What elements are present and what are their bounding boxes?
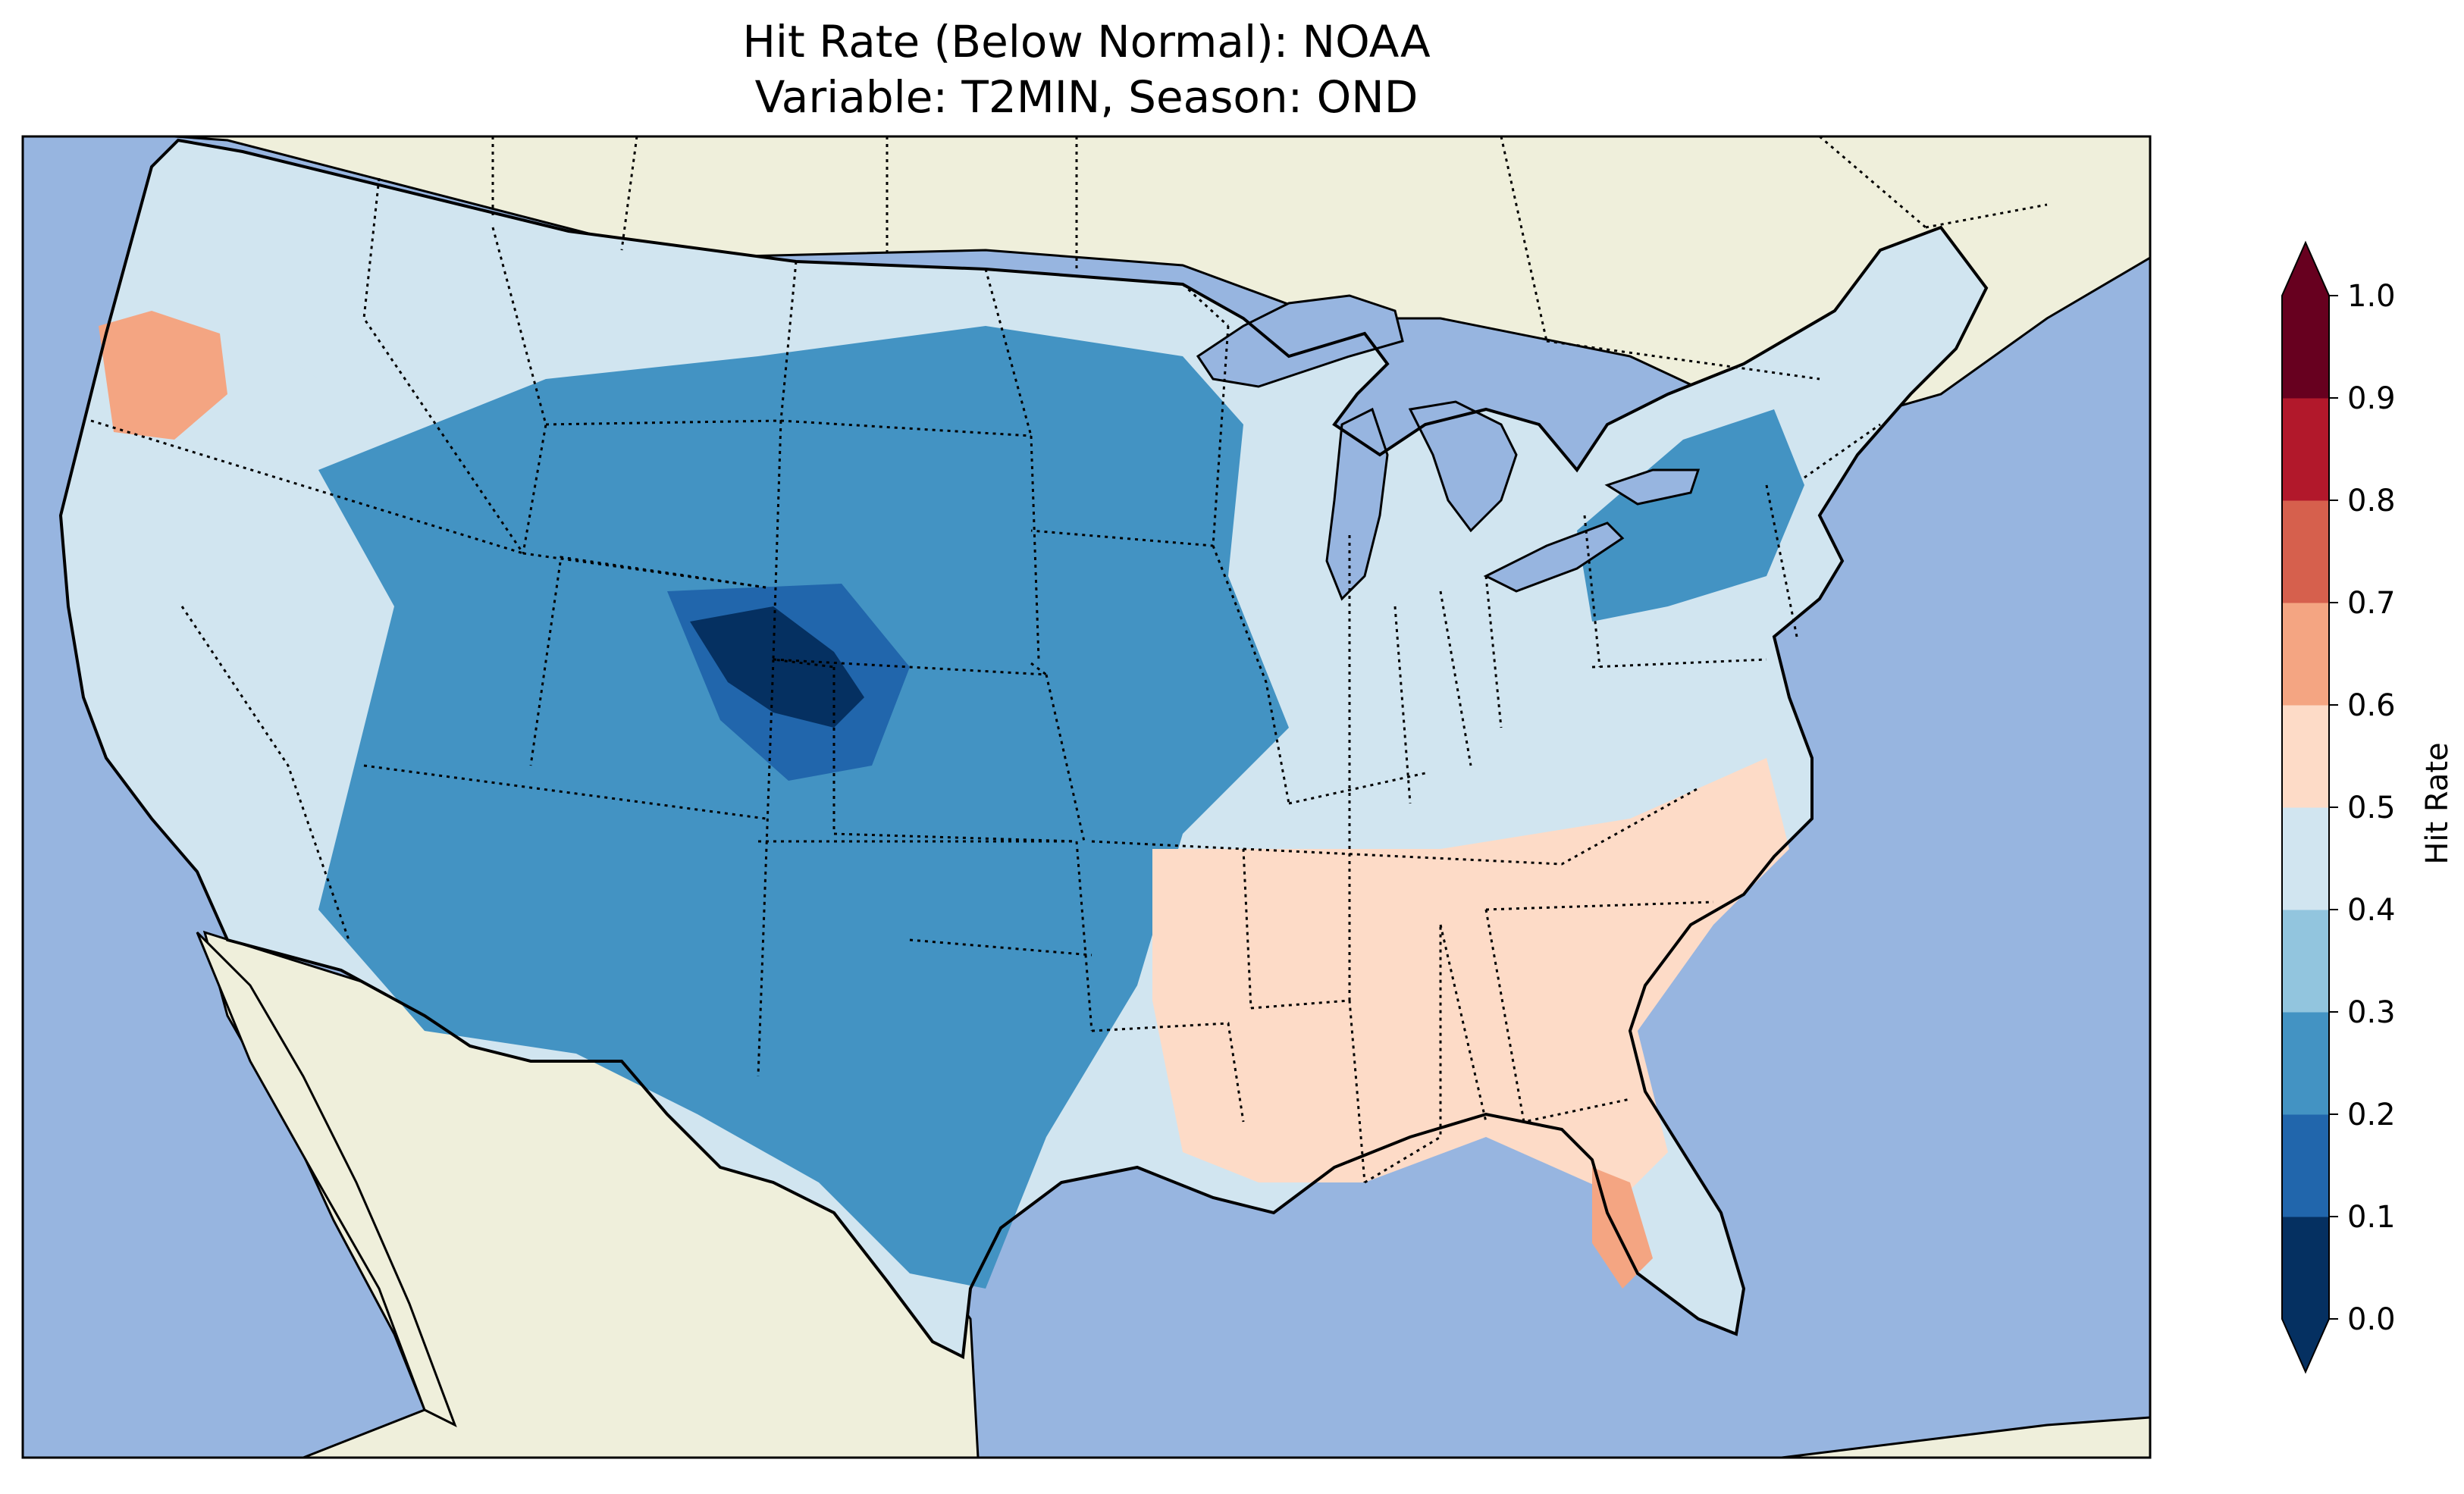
province-boundaries — [491, 136, 2048, 381]
colorbar-segment — [2282, 500, 2329, 603]
colorbar-segment — [2282, 296, 2329, 399]
title-line-1: Hit Rate (Below Normal): NOAA — [742, 16, 1431, 67]
lake-michigan — [1325, 407, 1389, 601]
canada-land — [174, 136, 2150, 426]
colorbar-tick-label: 0.8 — [2347, 484, 2396, 518]
colorbar-tick-label: 0.4 — [2347, 893, 2396, 928]
lake-erie — [1483, 521, 1625, 593]
anomaly-region-west-coast-light — [83, 318, 356, 910]
map-panel — [23, 136, 2150, 1458]
colorbar-segment — [2282, 603, 2329, 706]
colorbar-extend-max — [2282, 243, 2329, 296]
colorbar-tick-label: 0.2 — [2347, 1098, 2396, 1132]
lake-superior — [1196, 294, 1404, 388]
map-frame — [21, 135, 2152, 1459]
colorbar-tick-label: 0.6 — [2347, 688, 2396, 723]
colorbar-segment — [2282, 807, 2329, 910]
colorbar-label: Hit Rate — [2420, 742, 2455, 864]
colorbar-segment — [2282, 705, 2329, 808]
colorbar-tick-label: 0.3 — [2347, 995, 2396, 1030]
colorbar-tick-label: 1.0 — [2347, 279, 2396, 314]
anomaly-region-northeast-blue — [1577, 409, 1804, 622]
state-boundaries — [90, 177, 1881, 1184]
colorbar-segment — [2282, 910, 2329, 1013]
colorbar: 0.0 0.1 0.2 0.3 0.4 0.5 0.6 0.7 0.8 0.9 1.0 — [2281, 240, 2396, 1374]
anomaly-region-oregon-salmon — [99, 311, 227, 440]
cuba-land — [1781, 1416, 2150, 1458]
lake-huron — [1408, 400, 1518, 533]
colorbar-tick-label: 0.9 — [2347, 381, 2396, 416]
anomaly-region-intermountain-blue — [318, 326, 1289, 1289]
colorbar-tick-label: 0.0 — [2347, 1302, 2396, 1337]
anomaly-region-southeast-pale-peach — [1152, 758, 1789, 1198]
anomaly-region-colorado-wyoming-darkest — [690, 606, 864, 728]
colorbar-extend-min — [2282, 1319, 2329, 1372]
colorbar-tick-label: 0.5 — [2347, 791, 2396, 825]
colorbar-segment — [2282, 1012, 2329, 1115]
colorbar-tick-label: 0.1 — [2347, 1200, 2396, 1235]
anomaly-layer — [83, 311, 1804, 1289]
colorbar-segment — [2282, 398, 2329, 501]
coastline — [58, 138, 1989, 1360]
anomaly-region-florida-salmon — [1592, 1167, 1653, 1289]
colorbar-segment — [2282, 1217, 2329, 1320]
colorbar-segment — [2282, 1114, 2329, 1217]
title-line-2: Variable: T2MIN, Season: OND — [755, 71, 1419, 123]
lake-ontario — [1604, 468, 1701, 506]
baja-peninsula — [196, 931, 457, 1428]
colorbar-tick-label: 0.7 — [2347, 586, 2396, 621]
